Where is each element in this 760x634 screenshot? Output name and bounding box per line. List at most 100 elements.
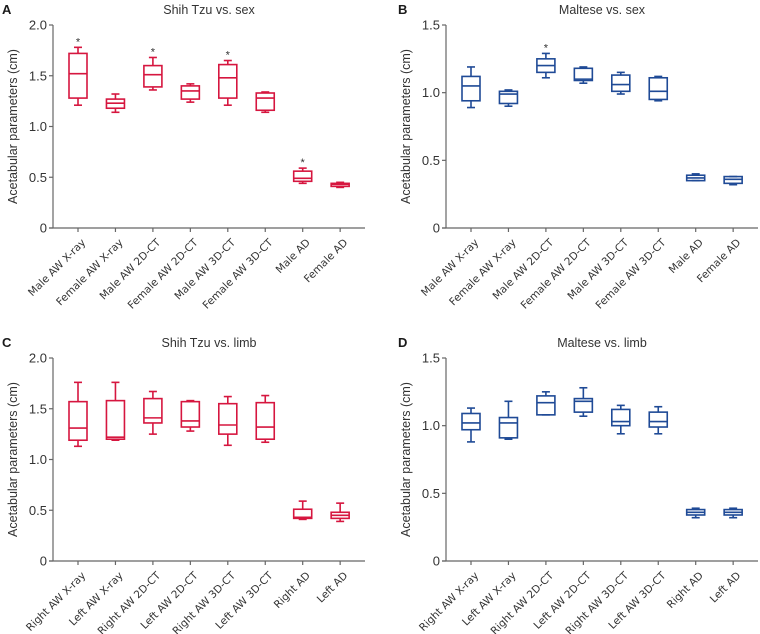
iqr-box (143, 397, 163, 424)
box-plot-5: * (218, 50, 238, 106)
panel-c: C Shih Tzu vs. limb Acetabular parameters … (2, 335, 365, 634)
iqr-box (498, 416, 519, 439)
box-plot-1 (461, 407, 481, 443)
iqr-box (180, 400, 201, 428)
significance-star: * (226, 50, 231, 62)
box-plot-7 (685, 507, 706, 519)
iqr-box (180, 85, 201, 100)
iqr-box (68, 52, 88, 99)
box-plot-3 (536, 391, 556, 416)
iqr-box (573, 67, 594, 82)
x-tick-label: Female AW 3D-CT (594, 236, 669, 311)
y-tick-label: 0 (433, 554, 440, 569)
box-plot-3 (143, 390, 163, 435)
box-plot-7 (292, 500, 313, 521)
box-plot-2 (105, 93, 126, 114)
iqr-box (610, 408, 631, 427)
iqr-box (498, 90, 519, 105)
y-tick-label: 1.0 (29, 119, 47, 134)
x-tick-label: Male AD (667, 237, 706, 276)
box-plot-4 (573, 66, 594, 84)
y-tick-label: 0 (40, 221, 47, 236)
significance-star: * (151, 46, 156, 58)
box-plot-6 (255, 394, 276, 444)
x-tick-label: Right AD (665, 570, 706, 611)
panel-a: A Shih Tzu vs. sex Acetabular parameters (… (2, 2, 365, 312)
panel-letter: C (2, 335, 12, 350)
y-tick-label: 1.0 (422, 85, 440, 100)
x-tick-label: Female AW X-ray (447, 237, 518, 308)
iqr-box (143, 64, 163, 88)
panel-letter: D (398, 335, 407, 350)
box-plot-3: * (536, 42, 556, 79)
box-plot-7 (685, 173, 706, 182)
y-axis-label: Acetabular parameters (cm) (399, 49, 413, 204)
box-plot-8 (330, 181, 350, 189)
x-tick-label: Male AD (274, 237, 313, 276)
iqr-box (218, 402, 238, 435)
panel-b: B Maltese vs. sex Acetabular parameters (c… (398, 2, 758, 312)
iqr-box (292, 170, 313, 183)
iqr-box (648, 411, 669, 428)
x-tick-label: Female AW X-ray (54, 237, 125, 308)
panel-title: Maltese vs. sex (559, 3, 646, 17)
panel-letter: A (2, 2, 12, 17)
box-plot-4 (180, 399, 201, 432)
box-plot-4 (573, 386, 594, 417)
y-axis-label: Acetabular parameters (cm) (399, 382, 413, 537)
panel-title: Shih Tzu vs. limb (162, 336, 257, 350)
y-tick-label: 1.5 (422, 18, 440, 33)
box-plot-5 (610, 71, 631, 95)
y-tick-label: 1.0 (422, 418, 440, 433)
y-tick-label: 0 (40, 554, 47, 569)
box-plot-1 (461, 66, 481, 109)
y-tick-label: 2.0 (29, 351, 47, 366)
box-plot-8 (723, 175, 743, 186)
x-tick-label: Left AD (708, 570, 744, 606)
box-plot-7: * (292, 157, 313, 185)
x-tick-label: Female AW 3D-CT (201, 236, 276, 311)
box-plot-8 (723, 507, 743, 519)
panel-letter: B (398, 2, 407, 17)
box-plot-6 (648, 75, 669, 102)
significance-star: * (301, 157, 306, 169)
iqr-box (573, 397, 594, 413)
box-plot-3: * (143, 46, 163, 91)
y-tick-label: 2.0 (29, 18, 47, 33)
x-tick-label: Female AW 2D-CT (519, 236, 594, 311)
box-plot-6 (648, 405, 669, 435)
box-plot-1: * (68, 36, 88, 106)
y-tick-label: 1.0 (29, 452, 47, 467)
iqr-box (610, 74, 631, 93)
iqr-box (536, 395, 556, 416)
y-tick-label: 0.5 (29, 170, 47, 185)
box-plot-2 (498, 400, 519, 441)
panel-d: D Maltese vs. limb Acetabular parameters (… (398, 335, 758, 634)
box-plot-4 (180, 83, 201, 103)
iqr-box (292, 508, 313, 520)
iqr-box (255, 92, 276, 112)
iqr-box (648, 76, 669, 101)
y-axis-label: Acetabular parameters (cm) (6, 382, 20, 537)
significance-star: * (76, 36, 81, 48)
box-plot-2 (105, 381, 126, 442)
panel-title: Maltese vs. limb (557, 336, 647, 350)
y-tick-label: 0.5 (29, 503, 47, 518)
y-tick-label: 1.5 (29, 68, 47, 83)
iqr-box (218, 63, 238, 99)
box-plot-2 (498, 89, 519, 107)
panel-title: Shih Tzu vs. sex (163, 3, 255, 17)
x-tick-label: Left AD (315, 570, 351, 606)
box-plot-1 (68, 381, 88, 448)
iqr-box (461, 412, 481, 431)
y-tick-label: 0.5 (422, 153, 440, 168)
box-plot-6 (255, 91, 276, 114)
box-plot-5 (218, 395, 238, 447)
iqr-box (255, 401, 276, 441)
x-tick-label: Female AW 2D-CT (126, 236, 201, 311)
significance-star: * (544, 42, 549, 54)
iqr-box (105, 399, 126, 441)
iqr-box (461, 75, 481, 102)
y-tick-label: 1.5 (29, 401, 47, 416)
